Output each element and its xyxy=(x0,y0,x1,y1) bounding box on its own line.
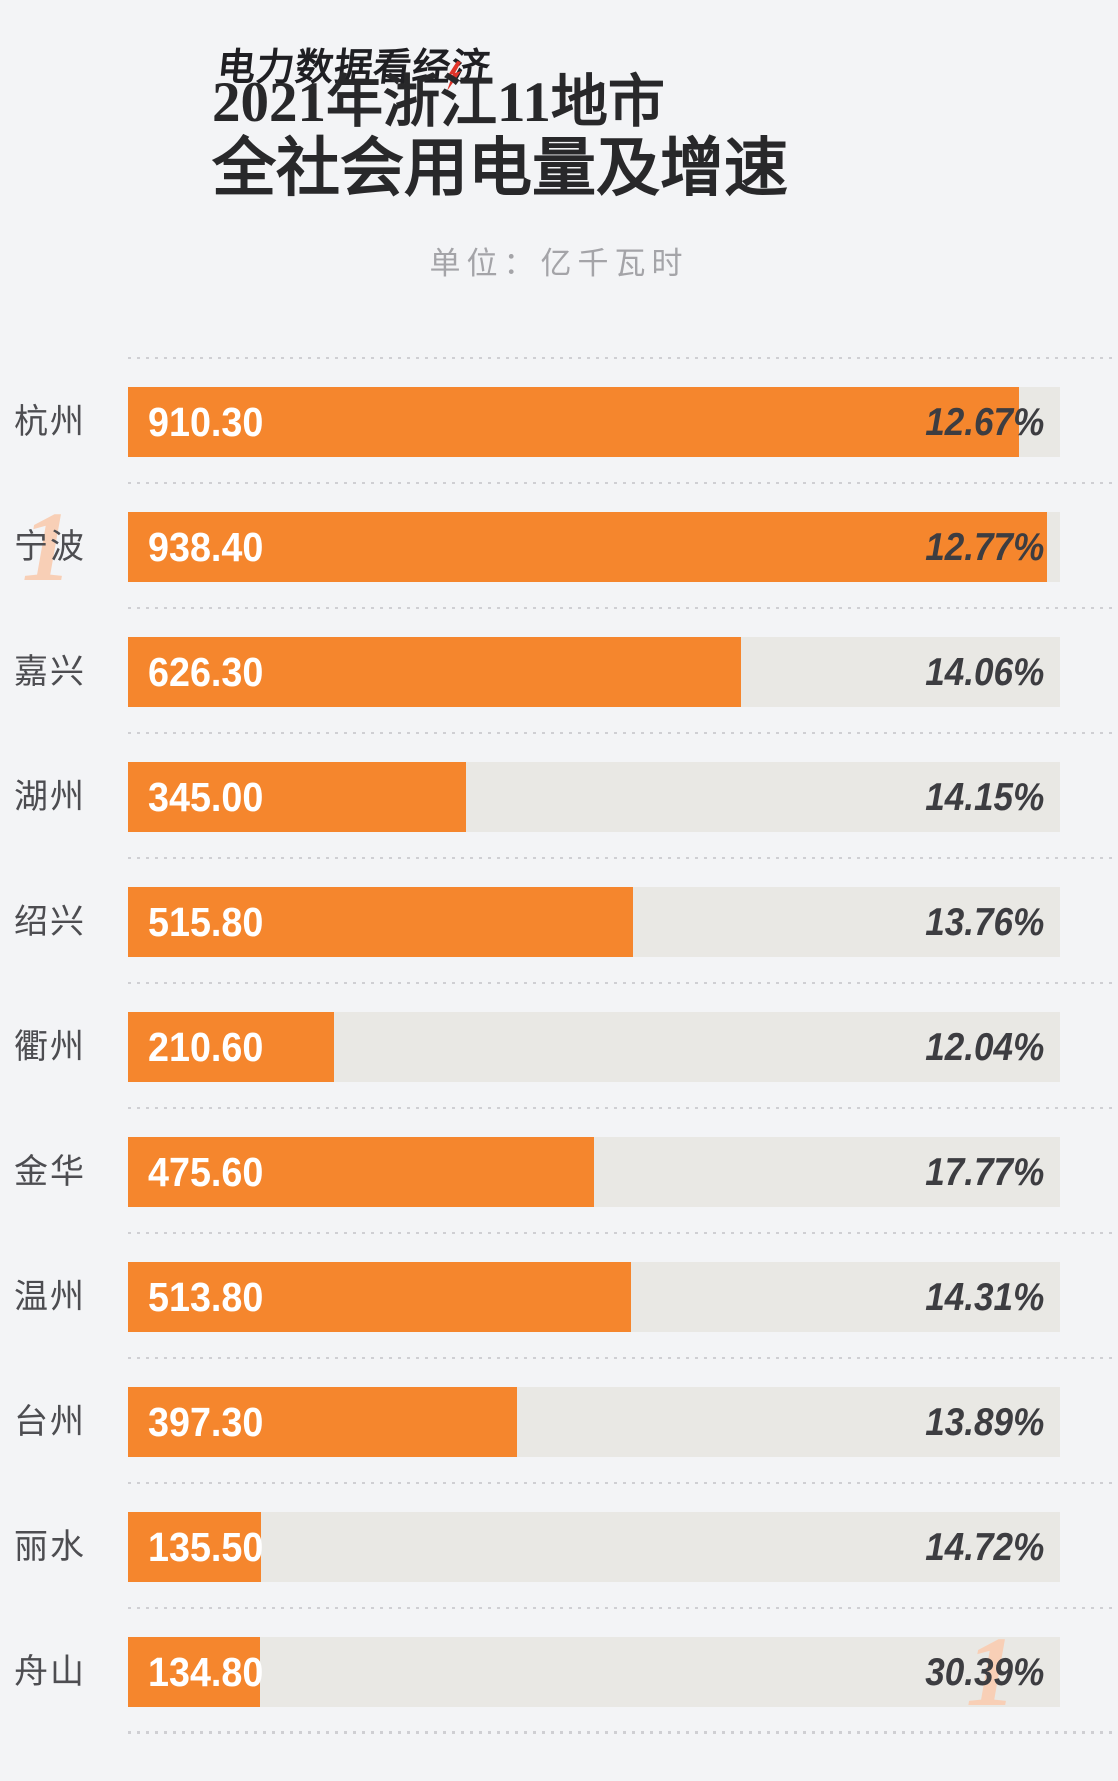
bar-track: 626.30 14.06% xyxy=(128,637,1060,707)
growth-rate-label: 13.89% xyxy=(924,1401,1044,1444)
bar-track: 345.00 14.15% xyxy=(128,762,1060,832)
chart-row: 舟山 1 134.80 30.39% xyxy=(0,1607,1118,1732)
row-separator-line xyxy=(128,732,1114,735)
bar-value-label: 134.80 xyxy=(148,1649,264,1695)
bar-track: 515.80 13.76% xyxy=(128,887,1060,957)
bar-value-label: 210.60 xyxy=(148,1024,264,1070)
row-separator-line xyxy=(128,1607,1114,1610)
bar-fill: 910.30 xyxy=(128,387,1020,457)
chart-row: 嘉兴 626.30 14.06% xyxy=(0,607,1118,732)
bar-track: 397.30 13.89% xyxy=(128,1387,1060,1457)
growth-rate-label: 14.06% xyxy=(924,651,1044,694)
growth-rate-label: 14.72% xyxy=(924,1526,1044,1569)
chart-row: 1 宁波 938.40 12.77% xyxy=(0,482,1118,607)
row-separator-line xyxy=(128,607,1114,610)
row-separator-line xyxy=(128,1232,1114,1235)
bar-fill: 397.30 xyxy=(128,1387,517,1457)
chart-row: 杭州 910.30 12.67% xyxy=(0,357,1118,482)
growth-rate-label: 17.77% xyxy=(924,1151,1044,1194)
growth-rate-label: 12.77% xyxy=(924,526,1044,569)
row-separator-line xyxy=(128,1107,1114,1110)
bar-track: 1 134.80 30.39% xyxy=(128,1616,1060,1727)
bar-fill: 513.80 xyxy=(128,1262,631,1332)
growth-rate-label: 13.76% xyxy=(924,901,1044,944)
bar-fill: 135.50 xyxy=(128,1512,264,1582)
city-label: 绍兴 xyxy=(14,903,86,941)
logo-accent-char: 济 xyxy=(447,36,494,91)
bar-value-label: 910.30 xyxy=(148,399,264,445)
row-separator-line xyxy=(128,1482,1114,1485)
bar-track: 210.60 12.04% xyxy=(128,1012,1060,1082)
growth-rate-label: 14.15% xyxy=(924,776,1044,819)
chart-row: 衢州 210.60 12.04% xyxy=(0,982,1118,1107)
chart-row: 温州 513.80 14.31% xyxy=(0,1232,1118,1357)
chart-row: 台州 397.30 13.89% xyxy=(0,1357,1118,1482)
row-separator-line xyxy=(128,857,1114,860)
bar-value-label: 938.40 xyxy=(148,524,264,570)
bar-value-label: 135.50 xyxy=(148,1524,264,1570)
bar-fill: 626.30 xyxy=(128,637,742,707)
bar-value-label: 397.30 xyxy=(148,1399,264,1445)
bar-value-label: 515.80 xyxy=(148,899,264,945)
bar-fill: 345.00 xyxy=(128,762,466,832)
bar-track: 475.60 17.77% xyxy=(128,1137,1060,1207)
city-label: 衢州 xyxy=(14,1028,86,1066)
bar-value-label: 513.80 xyxy=(148,1274,264,1320)
row-separator-line xyxy=(128,982,1114,985)
bar-fill: 475.60 xyxy=(128,1137,594,1207)
city-label: 金华 xyxy=(14,1153,86,1191)
title-line-1: 2021年浙江11地市 xyxy=(212,71,665,134)
unit-subtitle: 单位：亿千瓦时 xyxy=(429,246,689,281)
city-label: 宁波 xyxy=(14,528,86,566)
bar-fill: 515.80 xyxy=(128,887,633,957)
bottom-separator-line xyxy=(128,1731,1114,1734)
logo-red-arrow-icon xyxy=(447,61,462,91)
bar-fill: 134.80 xyxy=(128,1637,264,1707)
bar-value-label: 475.60 xyxy=(148,1149,264,1195)
bar-value-label: 626.30 xyxy=(148,649,264,695)
city-label: 台州 xyxy=(14,1403,86,1441)
growth-rate-label: 12.67% xyxy=(924,401,1044,444)
growth-rate-label: 30.39% xyxy=(924,1651,1044,1694)
row-separator-line xyxy=(128,1357,1114,1360)
bar-track: 910.30 12.67% xyxy=(128,387,1060,457)
bar-fill: 938.40 xyxy=(128,512,1047,582)
row-separator-line xyxy=(128,357,1114,360)
city-label: 温州 xyxy=(14,1278,86,1316)
city-label: 丽水 xyxy=(14,1528,86,1566)
chart-row: 丽水 135.50 14.72% xyxy=(0,1482,1118,1607)
row-separator-line xyxy=(128,482,1114,485)
chart-row: 湖州 345.00 14.15% xyxy=(0,732,1118,857)
growth-rate-label: 14.31% xyxy=(924,1276,1044,1319)
bar-track: 513.80 14.31% xyxy=(128,1262,1060,1332)
city-label: 舟山 xyxy=(14,1653,86,1691)
bar-track: 938.40 12.77% xyxy=(128,512,1060,582)
bar-track: 135.50 14.72% xyxy=(128,1512,1060,1582)
city-label: 嘉兴 xyxy=(14,653,86,691)
bar-value-label: 345.00 xyxy=(148,774,264,820)
city-label: 杭州 xyxy=(14,403,86,441)
title-line-2: 全社会用电量及增速 xyxy=(212,133,788,204)
chart-row: 金华 475.60 17.77% xyxy=(0,1107,1118,1232)
page-title: 2021年浙江11地市 全社会用电量及增速 xyxy=(212,74,788,201)
logo: 电力数据看经济 xyxy=(215,36,494,91)
city-label: 湖州 xyxy=(14,778,86,816)
bar-fill: 210.60 xyxy=(128,1012,335,1082)
chart-row: 绍兴 515.80 13.76% xyxy=(0,857,1118,982)
growth-rate-label: 12.04% xyxy=(924,1026,1044,1069)
